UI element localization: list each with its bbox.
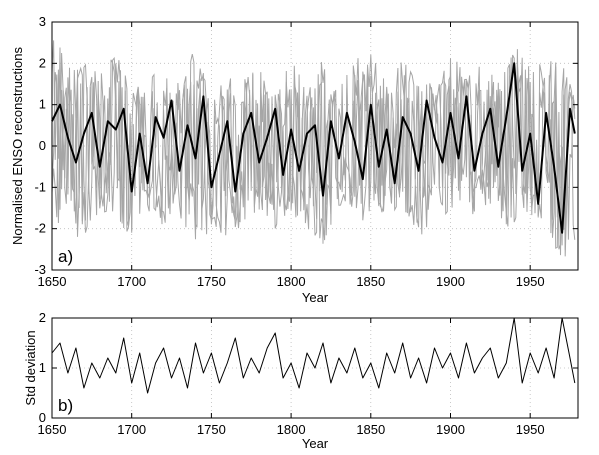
x-tick-label: 1900 xyxy=(436,422,465,437)
panel-b-y-axis-label: Std deviation xyxy=(23,330,38,405)
x-tick-label: 1650 xyxy=(38,274,67,289)
panel-b-grid xyxy=(52,318,578,418)
y-tick-label: 1 xyxy=(39,97,46,112)
panel-b-ticks: 1650 1700 1750 1800 1850 1900 1950 0 1 2 xyxy=(38,310,578,437)
ensemble-member-line xyxy=(51,40,576,256)
y-tick-label: -1 xyxy=(34,179,46,194)
x-tick-label: 1900 xyxy=(436,274,465,289)
y-tick-label: 2 xyxy=(39,55,46,70)
x-tick-label: 1650 xyxy=(38,422,67,437)
x-tick-label: 1800 xyxy=(277,422,306,437)
x-tick-label: 1950 xyxy=(516,274,545,289)
panel-a-label: a) xyxy=(58,247,73,266)
panel-b-series xyxy=(51,317,576,394)
panel-b-x-axis-label: Year xyxy=(302,436,329,451)
y-tick-label: -3 xyxy=(34,262,46,277)
panel-b-label: b) xyxy=(58,396,73,415)
panel-a-ticks: 1650 1700 1750 1800 1850 1900 1950 -3 -2 -1 0 1 2 3 xyxy=(34,14,578,289)
x-tick-label: 1750 xyxy=(197,422,226,437)
y-tick-label: 0 xyxy=(39,138,46,153)
panel-a-y-axis-label: Normalised ENSO reconstructions xyxy=(10,47,25,245)
x-tick-label: 1850 xyxy=(356,422,385,437)
y-tick-label: 0 xyxy=(39,410,46,425)
panel-a-enso-reconstructions: 1650 1700 1750 1800 1850 1900 1950 -3 -2 -1 0 1 2 3 a… xyxy=(10,14,579,305)
y-tick-label: -2 xyxy=(34,221,46,236)
panel-a-x-axis-label: Year xyxy=(302,290,329,305)
y-tick-label: 1 xyxy=(39,360,46,375)
x-tick-label: 1700 xyxy=(117,274,146,289)
panel-a-series xyxy=(51,40,576,257)
x-tick-label: 1850 xyxy=(356,274,385,289)
y-tick-label: 3 xyxy=(39,14,46,29)
x-tick-label: 1800 xyxy=(277,274,306,289)
ensemble-member-line xyxy=(51,49,576,257)
x-tick-label: 1950 xyxy=(516,422,545,437)
x-tick-label: 1750 xyxy=(197,274,226,289)
std-deviation-line xyxy=(51,317,576,394)
y-tick-label: 2 xyxy=(39,310,46,325)
ensemble-mean-line xyxy=(51,62,576,234)
x-tick-label: 1700 xyxy=(117,422,146,437)
